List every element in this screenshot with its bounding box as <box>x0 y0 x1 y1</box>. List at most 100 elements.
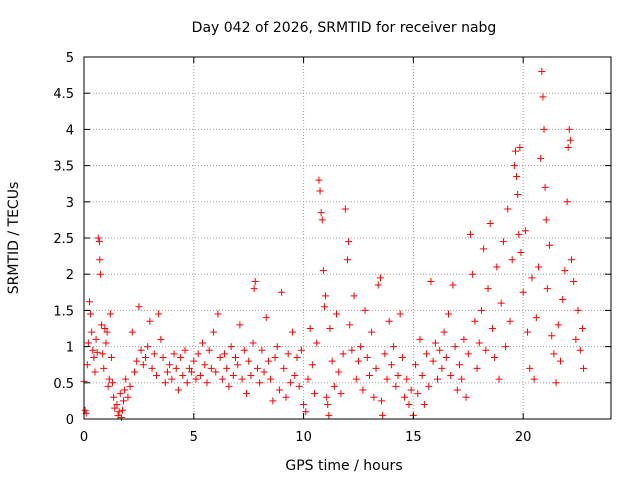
data-point <box>550 350 558 358</box>
data-point <box>315 176 323 184</box>
data-point <box>513 172 521 180</box>
tick-labels: 0 0.5 1 1.5 2 2.5 3 3.5 4 4.5 5 0 5 10 15 20 <box>53 51 531 445</box>
data-point <box>83 361 91 369</box>
data-point <box>455 361 463 369</box>
data-point <box>139 361 147 369</box>
data-point <box>330 382 338 390</box>
data-point <box>177 353 185 361</box>
data-point <box>96 256 104 264</box>
data-point <box>401 393 409 401</box>
data-point <box>194 350 202 358</box>
data-point <box>418 372 426 380</box>
data-point <box>251 277 259 285</box>
data-point <box>475 339 483 347</box>
data-point <box>306 325 314 332</box>
x-tick-label: 20 <box>515 430 532 445</box>
data-point <box>499 238 507 246</box>
data-point <box>370 393 378 401</box>
data-point <box>319 267 327 275</box>
data-point <box>163 368 171 376</box>
data-point <box>535 263 543 271</box>
x-tick-label: 5 <box>190 430 198 445</box>
data-point <box>121 386 129 394</box>
data-point <box>460 335 468 343</box>
data-point <box>357 343 365 351</box>
data-point <box>286 379 294 387</box>
data-point <box>207 364 215 372</box>
data-point <box>346 321 354 329</box>
data-point <box>497 299 505 307</box>
data-point <box>89 346 97 354</box>
data-point <box>203 379 211 387</box>
data-point <box>96 270 104 278</box>
data-point <box>183 379 191 387</box>
data-point <box>188 368 196 376</box>
data-point <box>394 372 402 380</box>
data-point <box>328 357 336 365</box>
data-point <box>488 325 496 332</box>
data-point <box>423 350 431 358</box>
data-point <box>383 375 391 383</box>
data-point <box>554 321 562 329</box>
data-point <box>570 277 578 285</box>
y-tick-label: 1.5 <box>53 304 74 319</box>
data-point <box>508 256 516 264</box>
data-point <box>464 350 472 358</box>
data-point <box>275 386 283 394</box>
data-point <box>519 288 527 296</box>
data-point <box>405 401 413 409</box>
data-point <box>144 343 152 351</box>
data-point <box>90 353 98 361</box>
data-point <box>100 364 108 372</box>
data-point <box>540 125 548 133</box>
data-point <box>271 353 279 361</box>
data-point <box>104 382 112 390</box>
data-point <box>390 343 398 351</box>
data-point <box>445 310 453 318</box>
data-point <box>137 346 145 354</box>
data-point <box>109 379 117 387</box>
data-point <box>240 346 248 354</box>
data-point <box>81 406 89 414</box>
data-point <box>148 364 156 372</box>
data-point <box>152 372 160 380</box>
data-point <box>258 346 266 354</box>
data-point <box>530 375 538 383</box>
data-point <box>205 346 213 354</box>
data-point <box>541 183 549 191</box>
data-point <box>528 274 536 282</box>
data-point <box>289 328 297 336</box>
data-point <box>262 314 270 322</box>
y-tick-label: 2.5 <box>53 232 74 247</box>
data-point <box>323 393 331 401</box>
data-point <box>93 348 101 356</box>
grid <box>84 57 611 419</box>
data-point <box>236 321 244 329</box>
x-axis-label: GPS time / hours <box>285 458 402 474</box>
data-point <box>172 364 180 372</box>
data-point <box>574 306 582 314</box>
data-point <box>407 386 415 394</box>
data-point <box>368 328 376 336</box>
data-point <box>115 408 123 416</box>
data-point <box>576 346 584 354</box>
data-point <box>124 393 132 401</box>
data-point <box>436 346 444 354</box>
data-point <box>196 372 204 380</box>
data-point <box>282 393 290 401</box>
data-point <box>95 238 103 246</box>
data-point <box>192 375 200 383</box>
data-point <box>256 379 264 387</box>
data-point <box>216 353 224 361</box>
data-point <box>225 382 233 390</box>
data-point <box>542 216 550 224</box>
data-point <box>537 154 545 162</box>
data-point <box>234 361 242 369</box>
data-point <box>510 162 518 170</box>
data-point <box>548 332 556 340</box>
data-point <box>546 241 554 249</box>
data-point <box>118 406 126 414</box>
data-point <box>190 357 198 365</box>
data-point <box>302 408 310 416</box>
data-point <box>98 321 106 329</box>
